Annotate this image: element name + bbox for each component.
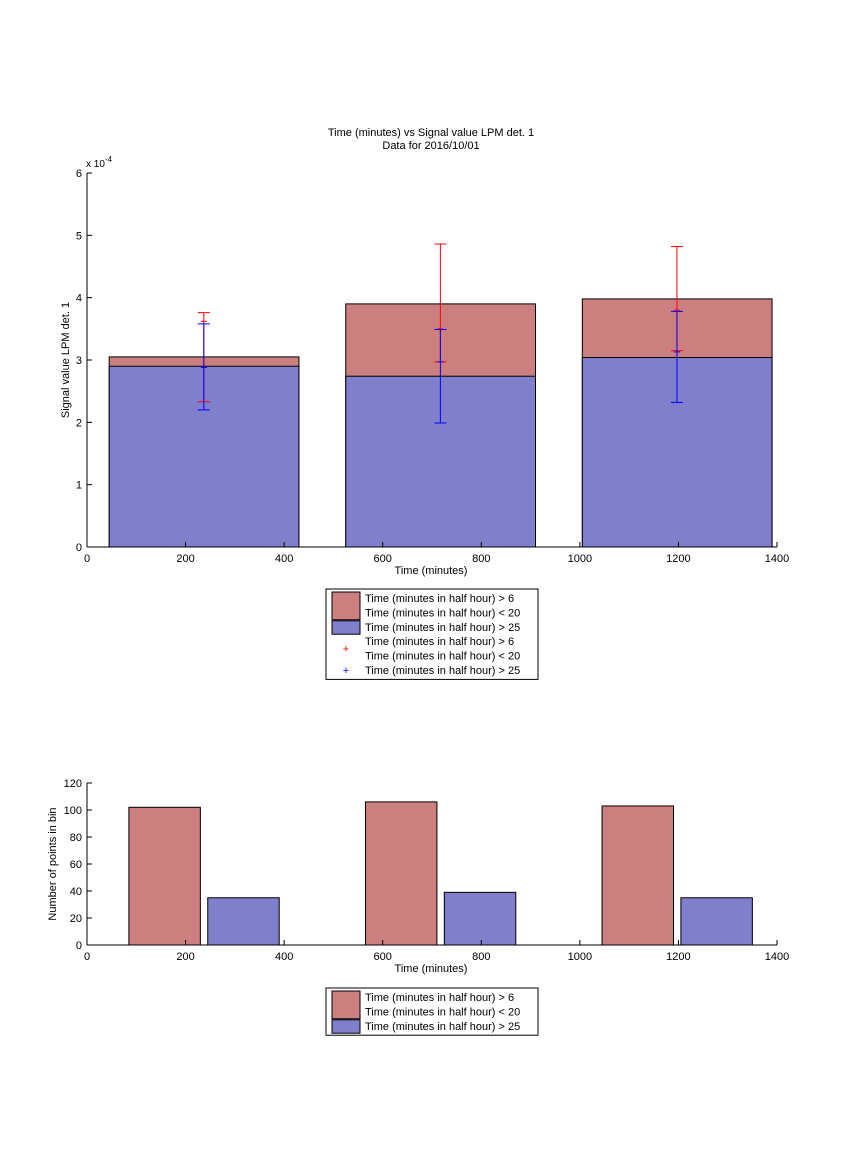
- chart2-y-tick-label: 80: [70, 832, 82, 844]
- chart1-x-tick-label: 1000: [568, 553, 592, 565]
- chart1-y-tick-label: 3: [76, 355, 82, 367]
- chart2-bar-blue-1: [207, 897, 280, 946]
- chart1-exponent: x 10-4: [86, 155, 113, 170]
- chart2-legend-box: [325, 987, 539, 1036]
- chart1-exponent-power: -4: [105, 155, 113, 164]
- chart2-x-tick-label: 800: [472, 951, 490, 963]
- chart1-x-tick-label: 200: [176, 553, 194, 565]
- chart1-errorbar-blue-1: [197, 323, 210, 411]
- chart2-y-tick-label: 20: [70, 913, 82, 925]
- chart2-legend: Time (minutes in half hour) > 6 Time (min…: [325, 987, 539, 1036]
- chart1-legend-label: Time (minutes in half hour) < 20: [365, 651, 520, 663]
- chart1-x-tick-label: 800: [472, 553, 490, 565]
- chart1-x-tick-label: 0: [84, 553, 90, 565]
- chart2-x-tick-label: 400: [275, 951, 293, 963]
- chart2-bar-blue-2: [443, 891, 517, 946]
- chart1-errorbar-blue-2: [434, 328, 447, 424]
- chart2-legend-label: Time (minutes in half hour) > 6: [365, 992, 514, 1004]
- chart2-x-tick-label: 200: [176, 951, 194, 963]
- chart1-legend-label: Time (minutes in half hour) > 6: [365, 593, 514, 605]
- chart2-y-tick-label: 60: [70, 859, 82, 871]
- chart2-legend-label: Time (minutes in half hour) < 20: [365, 1006, 520, 1018]
- chart1-y-tick-label: 6: [76, 168, 82, 180]
- chart1-y-tick-label: 0: [76, 542, 82, 554]
- chart1-title: Time (minutes) vs Signal value LPM det. …: [328, 127, 534, 139]
- chart2-x-tick-label: 1200: [666, 951, 690, 963]
- chart1-y-tick-label: 5: [76, 230, 82, 242]
- chart1-x-tick-label: 600: [374, 553, 392, 565]
- chart1-x-tick-label: 1200: [666, 553, 690, 565]
- chart2-legend-swatch: [331, 1019, 361, 1034]
- chart1-ylabel: Signal value LPM det. 1: [60, 302, 72, 418]
- chart2-bar-red-2: [364, 801, 438, 946]
- chart1-y-tick-label: 1: [76, 480, 82, 492]
- chart2-x-tick-label: 1400: [765, 951, 789, 963]
- chart1-y-tick-label: 4: [76, 293, 82, 305]
- chart1-y-tick-label: 2: [76, 417, 82, 429]
- chart1-legend-label: Time (minutes in half hour) > 25: [365, 665, 520, 677]
- chart1-legend-swatch: [331, 591, 361, 621]
- chart1-legend-box: [325, 588, 539, 680]
- count-chart: Time (minutes) Number of points in bin 0…: [47, 778, 789, 1036]
- chart1-subtitle: Data for 2016/10/01: [382, 140, 479, 152]
- chart1-legend-label: Time (minutes in half hour) < 20: [365, 607, 520, 619]
- chart1-errorbar-blue-3: [670, 310, 683, 403]
- chart1-legend-swatch: [331, 620, 361, 635]
- chart1-legend-marker: +: [343, 665, 349, 677]
- chart2-x-tick-label: 1000: [568, 951, 592, 963]
- chart1-x-tick-label: 1400: [765, 553, 789, 565]
- chart2-legend-label: Time (minutes in half hour) > 25: [365, 1021, 520, 1033]
- chart1-x-tick-label: 400: [275, 553, 293, 565]
- chart2-x-tick-label: 0: [84, 951, 90, 963]
- chart2-y-tick-label: 40: [70, 886, 82, 898]
- chart1-legend-marker: +: [343, 644, 349, 656]
- chart1-xlabel: Time (minutes): [395, 565, 468, 577]
- chart2-bar-blue-3: [680, 897, 753, 946]
- chart2-y-tick-label: 100: [64, 805, 82, 817]
- chart1-legend: Time (minutes in half hour) > 6 Time (min…: [325, 588, 539, 680]
- chart2-y-tick-label: 0: [76, 940, 82, 952]
- signal-chart: Time (minutes) vs Signal value LPM det. …: [60, 127, 789, 680]
- chart2-bar-red-3: [601, 805, 674, 946]
- chart1-legend-label: Time (minutes in half hour) > 6: [365, 636, 514, 648]
- chart2-bar-red-1: [128, 806, 201, 946]
- chart2-y-tick-label: 120: [64, 778, 82, 790]
- chart1-legend-label: Time (minutes in half hour) > 25: [365, 622, 520, 634]
- chart2-legend-swatch: [331, 990, 361, 1020]
- chart2-ylabel: Number of points in bin: [47, 807, 59, 920]
- chart2-x-tick-label: 600: [374, 951, 392, 963]
- chart2-xlabel: Time (minutes): [395, 963, 468, 975]
- chart1-exponent-base: x 10: [86, 159, 105, 170]
